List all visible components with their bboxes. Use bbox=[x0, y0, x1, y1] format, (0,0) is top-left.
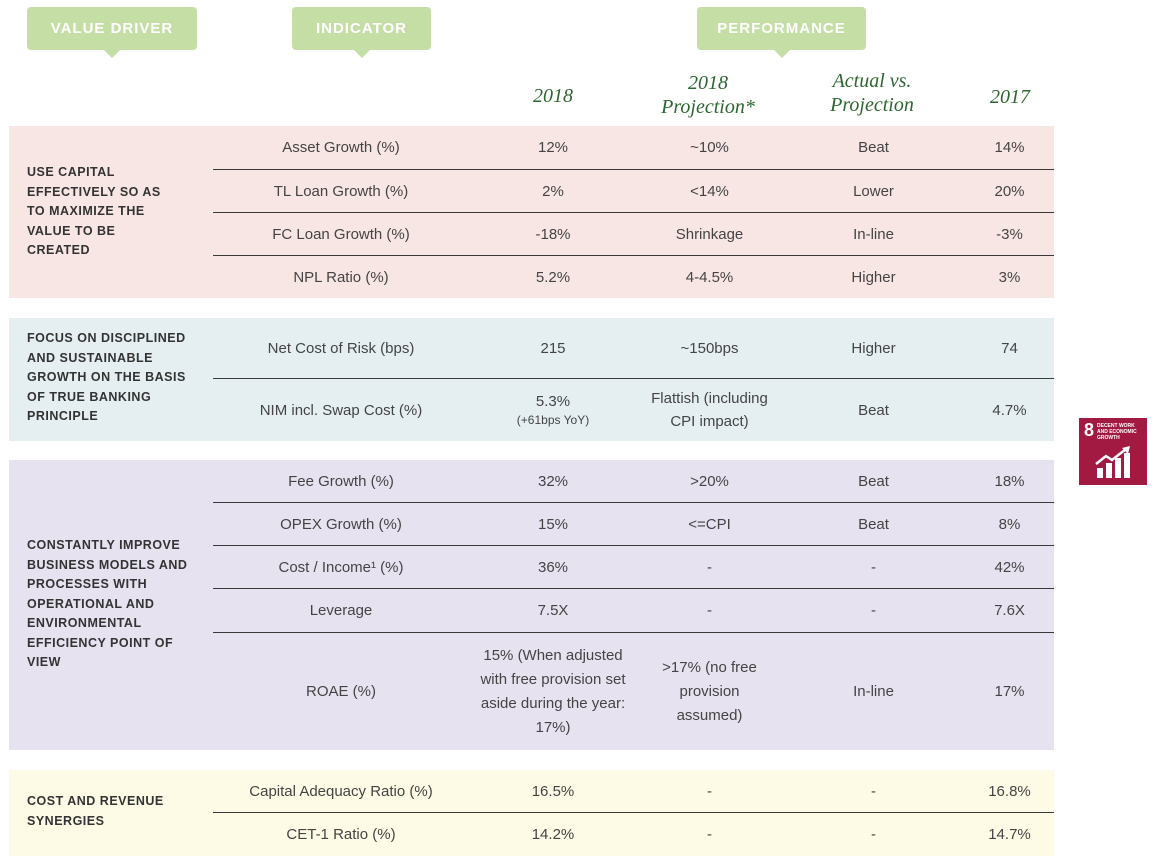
indicator-cell: Leverage bbox=[309, 602, 373, 619]
actual-vs-projection-cell: Beat bbox=[858, 472, 889, 490]
projection-cell: >17% (no free provision assumed) bbox=[662, 658, 757, 724]
value-2018-cell: 16.5% bbox=[531, 782, 575, 800]
actual-vs-projection-cell: - bbox=[871, 602, 876, 619]
value-2017-cell: 42% bbox=[994, 558, 1025, 576]
indicator-cell: Capital Adequacy Ratio (%) bbox=[249, 782, 433, 800]
value-2017-cell: 20% bbox=[994, 182, 1025, 200]
projection-cell: Shrinkage bbox=[675, 225, 744, 243]
actual-vs-projection-cell: In-line bbox=[853, 225, 894, 243]
section-efficiency: CONSTANTLY IMPROVE BUSINESS MODELS AND P… bbox=[9, 460, 1054, 750]
projection-cell: ~150bps bbox=[680, 339, 739, 357]
value-2018-cell: -18% bbox=[535, 225, 571, 243]
indicator-cell: FC Loan Growth (%) bbox=[272, 225, 410, 243]
value-driver-label: FOCUS ON DISCIPLINED AND SUSTAINABLE GRO… bbox=[27, 331, 186, 423]
actual-vs-projection-cell: Higher bbox=[851, 268, 896, 286]
col-2018-header: 2018 bbox=[533, 85, 573, 107]
value-driver-label: USE CAPITAL EFFECTIVELY SO AS TO MAXIMIZ… bbox=[27, 165, 161, 257]
value-2017-cell: -3% bbox=[996, 225, 1023, 243]
actual-vs-projection-cell: Higher bbox=[851, 339, 896, 357]
indicator-cell: NIM incl. Swap Cost (%) bbox=[259, 401, 423, 419]
table-row: TL Loan Growth (%) 2% <14% Lower 20% bbox=[213, 170, 1054, 213]
value-2017-cell: 14% bbox=[994, 139, 1025, 156]
projection-cell: <=CPI bbox=[688, 515, 731, 533]
indicator-cell: ROAE (%) bbox=[305, 683, 376, 700]
projection-cell: Flattish (including CPI impact) bbox=[651, 390, 768, 430]
table-row: FC Loan Growth (%) -18% Shrinkage In-lin… bbox=[213, 213, 1054, 256]
projection-cell: - bbox=[707, 558, 712, 576]
sdg-number: 8 bbox=[1084, 420, 1095, 440]
section-growth: FOCUS ON DISCIPLINED AND SUSTAINABLE GRO… bbox=[9, 318, 1054, 441]
value-2018-cell: 5.3% (+61bps YoY) bbox=[469, 393, 637, 427]
section-capital: USE CAPITAL EFFECTIVELY SO AS TO MAXIMIZ… bbox=[9, 126, 1054, 298]
actual-vs-projection-cell: In-line bbox=[853, 683, 894, 700]
table-row: NIM incl. Swap Cost (%) 5.3% (+61bps YoY… bbox=[213, 379, 1054, 441]
indicator-cell: Net Cost of Risk (bps) bbox=[267, 339, 415, 357]
value-2018-cell: 2% bbox=[542, 182, 564, 200]
actual-vs-projection-cell: - bbox=[871, 558, 876, 576]
projection-cell: - bbox=[707, 826, 712, 843]
table-row: Net Cost of Risk (bps) 215 ~150bps Highe… bbox=[213, 318, 1054, 379]
actual-vs-projection-cell: Beat bbox=[858, 401, 889, 419]
table-row: OPEX Growth (%) 15% <=CPI Beat 8% bbox=[213, 503, 1054, 546]
col-actual-vs-header: Actual vs. Projection bbox=[830, 70, 914, 116]
value-2018-cell: 15% (When adjusted with free provision s… bbox=[480, 646, 626, 736]
growth-chart-icon bbox=[1095, 446, 1130, 478]
table-row: Cost / Income¹ (%) 36% - - 42% bbox=[213, 546, 1054, 589]
performance-header: PERFORMANCE bbox=[697, 7, 866, 58]
value-2018-cell: 12% bbox=[537, 139, 569, 156]
value-2017-cell: 7.6X bbox=[994, 602, 1025, 619]
indicator-cell: Asset Growth (%) bbox=[282, 139, 400, 156]
indicator-header: INDICATOR bbox=[292, 7, 431, 58]
value-2018-cell: 36% bbox=[537, 558, 569, 576]
actual-vs-projection-cell: - bbox=[871, 826, 876, 843]
indicator-cell: TL Loan Growth (%) bbox=[273, 182, 409, 200]
value-2018-cell: 5.2% bbox=[535, 268, 571, 286]
projection-cell: 4-4.5% bbox=[685, 268, 734, 286]
value-2018-cell: 215 bbox=[540, 339, 566, 357]
value-2017-cell: 17% bbox=[994, 683, 1025, 700]
value-2018-cell: 14.2% bbox=[531, 826, 575, 843]
indicator-cell: CET-1 Ratio (%) bbox=[286, 826, 396, 843]
table-row: ROAE (%) 15% (When adjusted with free pr… bbox=[213, 633, 1054, 750]
projection-cell: <14% bbox=[690, 182, 729, 200]
table-row: Asset Growth (%) 12% ~10% Beat 14% bbox=[213, 126, 1054, 170]
value-2017-cell: 8% bbox=[998, 515, 1021, 533]
value-driver-label: CONSTANTLY IMPROVE BUSINESS MODELS AND P… bbox=[27, 538, 188, 669]
value-2018-cell: 7.5X bbox=[537, 602, 569, 619]
value-2017-cell: 4.7% bbox=[992, 401, 1027, 419]
projection-cell: - bbox=[707, 602, 712, 619]
projection-cell: >20% bbox=[690, 472, 729, 490]
table-row: NPL Ratio (%) 5.2% 4-4.5% Higher 3% bbox=[213, 256, 1054, 298]
sdg-label: DECENT WORK AND ECONOMIC GROWTH bbox=[1097, 423, 1137, 441]
section-synergies: COST AND REVENUE SYNERGIES Capital Adequ… bbox=[9, 770, 1054, 856]
actual-vs-projection-cell: - bbox=[871, 782, 876, 800]
sdg-8-badge: 8 DECENT WORK AND ECONOMIC GROWTH bbox=[1079, 418, 1147, 485]
table-row: CET-1 Ratio (%) 14.2% - - 14.7% bbox=[213, 813, 1054, 856]
value-2018-main: 5.3% bbox=[535, 393, 571, 410]
indicator-cell: Fee Growth (%) bbox=[288, 472, 394, 490]
indicator-cell: Cost / Income¹ (%) bbox=[278, 558, 404, 576]
table-row: Capital Adequacy Ratio (%) 16.5% - - 16.… bbox=[213, 770, 1054, 813]
actual-vs-projection-cell: Beat bbox=[858, 515, 889, 533]
table-row: Leverage 7.5X - - 7.6X bbox=[213, 589, 1054, 633]
table-row: Fee Growth (%) 32% >20% Beat 18% bbox=[213, 460, 1054, 503]
actual-vs-projection-cell: Lower bbox=[853, 182, 894, 200]
value-driver-label: COST AND REVENUE SYNERGIES bbox=[27, 794, 164, 828]
indicator-cell: NPL Ratio (%) bbox=[293, 268, 389, 286]
value-driver-header: VALUE DRIVER bbox=[27, 7, 197, 58]
value-2018-cell: 15% bbox=[537, 515, 569, 533]
value-2018-note: (+61bps YoY) bbox=[516, 413, 590, 427]
col-2017-header: 2017 bbox=[990, 86, 1030, 108]
indicator-cell: OPEX Growth (%) bbox=[280, 515, 402, 533]
projection-cell: - bbox=[707, 782, 712, 800]
value-2018-cell: 32% bbox=[537, 472, 569, 490]
value-2017-cell: 14.7% bbox=[988, 826, 1031, 843]
col-projection-header: 2018 Projection* bbox=[661, 72, 755, 118]
value-2017-cell: 3% bbox=[998, 268, 1021, 286]
projection-cell: ~10% bbox=[690, 139, 729, 156]
value-2017-cell: 16.8% bbox=[988, 782, 1031, 800]
value-2017-cell: 18% bbox=[994, 472, 1025, 490]
value-2017-cell: 74 bbox=[1001, 339, 1018, 357]
actual-vs-projection-cell: Beat bbox=[858, 139, 889, 156]
